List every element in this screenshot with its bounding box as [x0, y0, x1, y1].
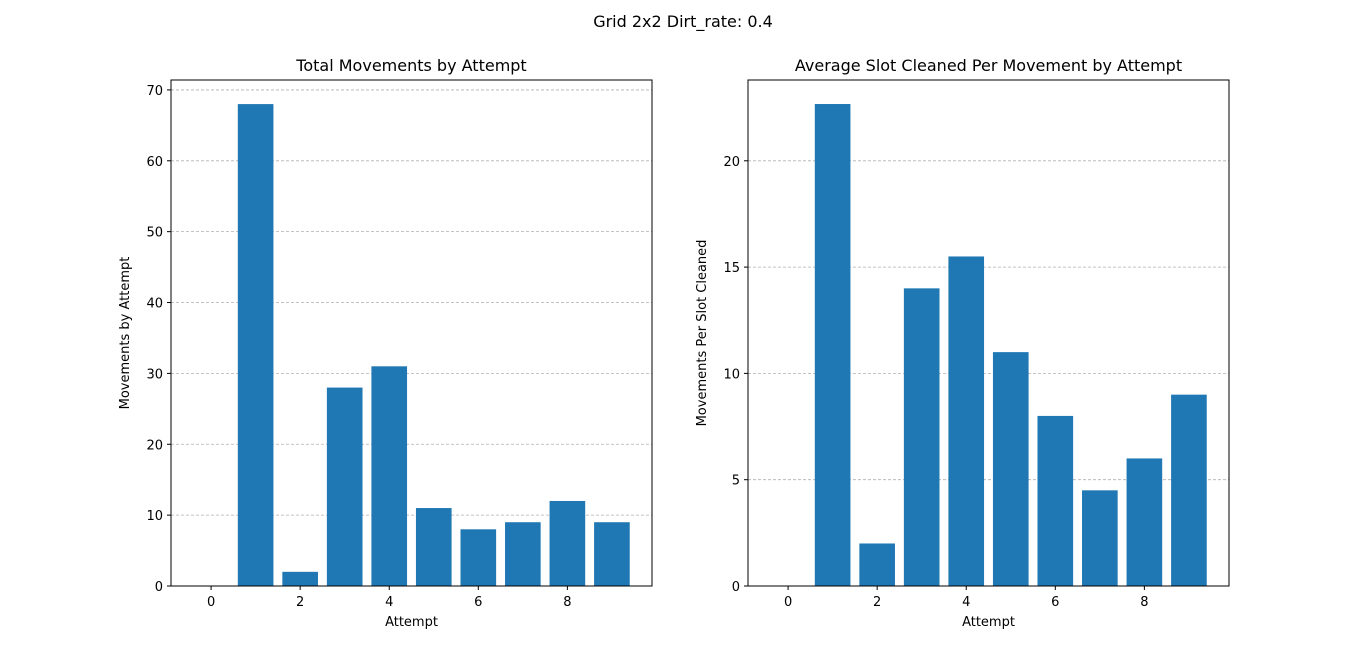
x-tick-label: 2 — [873, 595, 881, 610]
x-tick-label: 8 — [1140, 595, 1148, 610]
bar-attempt-1 — [814, 104, 851, 587]
bar-attempt-4 — [371, 366, 408, 586]
x-axis-label: Attempt — [385, 615, 438, 630]
y-tick-label: 5 — [732, 474, 740, 489]
bar-attempt-9 — [1171, 394, 1207, 586]
y-tick-label: 60 — [146, 155, 163, 170]
x-tick-label: 2 — [296, 595, 304, 610]
axes-title: Total Movements by Attempt — [295, 56, 526, 75]
x-tick-label: 4 — [385, 595, 393, 610]
subplot-total-movements: 0 2 4 6 8 0 10 20 30 40 50 60 70 Total Movements by A… — [118, 56, 653, 630]
bar-attempt-8 — [1126, 458, 1163, 586]
figure-suptitle: Grid 2x2 Dirt_rate: 0.4 — [593, 12, 773, 32]
bar-attempt-9 — [594, 522, 630, 586]
bar-attempt-4 — [948, 256, 985, 586]
y-tick-label: 40 — [146, 297, 163, 312]
y-tick-label: 15 — [723, 261, 740, 276]
y-tick-label: 50 — [146, 226, 163, 241]
bar-attempt-3 — [903, 288, 940, 586]
bar-attempt-2 — [859, 543, 895, 586]
y-tick-label: 70 — [146, 84, 163, 99]
x-tick-label: 6 — [474, 595, 482, 610]
axes-title: Average Slot Cleaned Per Movement by Att… — [795, 56, 1182, 75]
bar-attempt-6 — [1037, 415, 1074, 586]
bar-attempt-5 — [992, 352, 1029, 586]
y-axis-label: Movements Per Slot Cleaned — [695, 240, 710, 427]
x-tick-label: 0 — [207, 595, 215, 610]
y-axis-label: Movements by Attempt — [118, 257, 133, 410]
y-tick-label: 0 — [732, 580, 740, 595]
y-tick-label: 20 — [146, 438, 163, 453]
subplot-avg-slot-cleaned: 0 2 4 6 8 0 5 10 15 20 Average Slot Cleaned Per Mo… — [695, 56, 1230, 630]
x-tick-label: 8 — [563, 595, 571, 610]
y-tick-label: 30 — [146, 367, 163, 382]
x-tick-label: 0 — [784, 595, 792, 610]
bar-attempt-8 — [549, 500, 586, 586]
bar-attempt-3 — [326, 387, 363, 586]
bar-attempt-7 — [1082, 490, 1118, 586]
y-tick-label: 10 — [723, 367, 740, 382]
x-axis-label: Attempt — [962, 615, 1015, 630]
axes-frame — [170, 79, 653, 587]
bar-attempt-7 — [505, 522, 541, 586]
bar-attempt-5 — [415, 508, 452, 586]
y-tick-label: 20 — [723, 155, 740, 170]
axes-frame — [747, 79, 1230, 587]
bar-attempt-1 — [237, 104, 274, 586]
bar-attempt-2 — [282, 571, 318, 586]
bar-attempt-6 — [460, 529, 497, 586]
x-tick-label: 6 — [1051, 595, 1059, 610]
y-tick-label: 10 — [146, 509, 163, 524]
x-tick-label: 4 — [962, 595, 970, 610]
y-tick-label: 0 — [155, 580, 163, 595]
